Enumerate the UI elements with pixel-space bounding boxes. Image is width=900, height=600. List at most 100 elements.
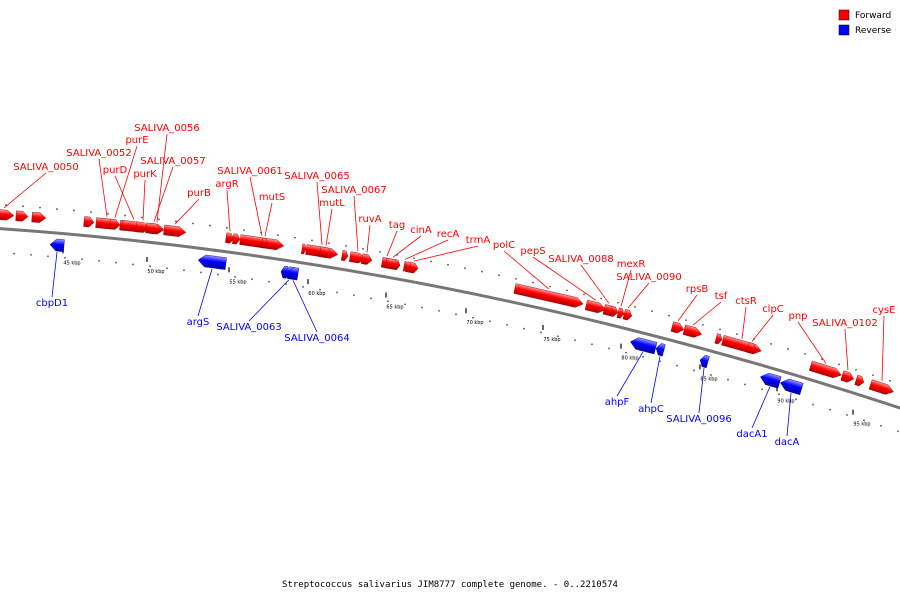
track-dot (5, 204, 7, 206)
gene-ahpf-reverse[interactable] (629, 336, 658, 355)
track-dot (22, 205, 24, 208)
gene-label-ahpf: ahpF (605, 397, 630, 408)
label-leader-lines (3, 133, 885, 437)
gene-saliva-0090-forward[interactable] (622, 309, 633, 321)
gene-ahpc-reverse[interactable] (655, 342, 666, 357)
gene-daca-reverse[interactable] (779, 377, 804, 395)
gene-muts-forward[interactable] (261, 237, 269, 249)
gene-pnp-forward[interactable] (808, 360, 843, 380)
gene-saliva-0050-forward[interactable] (0, 209, 15, 221)
gene-label-peps: pepS (520, 246, 545, 257)
legend-label-forward: Forward (855, 11, 891, 21)
gene-label-cbpd1: cbpD1 (36, 298, 68, 309)
scale-tick-label: 95 kbp (853, 422, 870, 428)
scale-tick-label: 55 kbp (229, 279, 246, 285)
gene-cyse-forward[interactable] (868, 379, 895, 397)
track-dot (277, 234, 279, 236)
gene-rpsb-forward[interactable] (670, 321, 685, 335)
gene-unlabelled-forward[interactable] (714, 333, 723, 345)
gene-mexr-forward[interactable] (616, 307, 625, 319)
leader-line (114, 175, 135, 220)
gene-label-daca1: dacA1 (736, 429, 767, 440)
leader-line (786, 392, 792, 437)
leader-line (226, 189, 231, 232)
gene-label-saliva-0061: SALIVA_0061 (217, 166, 282, 177)
track-dot (617, 301, 619, 304)
track-dot (693, 369, 695, 372)
track-dot (81, 258, 83, 261)
track-dot (209, 224, 211, 227)
gene-saliva-0096-reverse[interactable] (699, 354, 710, 369)
gene-tsf-forward[interactable] (682, 324, 703, 339)
track-dot (183, 269, 185, 272)
gene-saliva-0061-forward[interactable] (239, 234, 285, 251)
gene-polc-forward[interactable] (513, 283, 584, 309)
track-dot (634, 306, 636, 308)
track-dot (727, 378, 729, 381)
gene-pure-forward[interactable] (109, 218, 121, 230)
track-dot (387, 300, 389, 303)
gene-unlabelled-forward[interactable] (854, 374, 866, 387)
track-dot (668, 314, 670, 317)
track-dot (39, 206, 41, 209)
gene-reca-forward[interactable] (402, 261, 407, 272)
leader-line (881, 315, 885, 382)
gene-daca1-reverse[interactable] (759, 371, 782, 389)
scale-tick-label: 50 kbp (147, 269, 164, 275)
track-dot (685, 319, 687, 322)
leader-line (353, 195, 359, 252)
track-dot (515, 277, 517, 280)
scale-ticks: 45 kbp 50 kbp 55 kbp 60 kbp 65 kbp 70 kbp 75 k… (62, 248, 871, 428)
gene-label-purb: purB (187, 188, 211, 199)
gene-unlabelled-forward[interactable] (83, 216, 95, 228)
leader-line (197, 268, 213, 317)
leader-line (503, 250, 550, 290)
track-dot (47, 255, 49, 258)
scale-tick-label: 45 kbp (63, 260, 80, 266)
track-dot (73, 209, 75, 212)
gene-label-saliva-0090: SALIVA_0090 (616, 272, 681, 283)
gene-argr-forward[interactable] (225, 232, 235, 244)
leader-line (248, 279, 290, 322)
leader-line (677, 294, 698, 322)
gene-peps-forward[interactable] (584, 299, 607, 314)
gene-trma-forward[interactable] (408, 262, 419, 274)
gene-label-saliva-0065: SALIVA_0065 (284, 171, 349, 182)
scale-tick-label: 75 kbp (543, 337, 560, 343)
gene-label-daca: dacA (775, 437, 800, 448)
gene-unlabelled-forward[interactable] (31, 211, 47, 223)
track-dot (64, 256, 66, 259)
track-dot (311, 239, 313, 242)
gene-unlabelled-forward[interactable] (340, 250, 349, 261)
gene-cina-forward[interactable] (384, 257, 401, 270)
gene-ruva-forward[interactable] (360, 253, 373, 266)
leader-line (51, 252, 58, 298)
leader-line (620, 269, 632, 307)
gene-clpc-forward[interactable] (746, 342, 757, 355)
gene-cbpd1-reverse[interactable] (49, 238, 65, 252)
gene-saliva-0102-forward[interactable] (840, 370, 855, 384)
gene-unlabelled-forward[interactable] (301, 243, 307, 255)
gene-label-pnp: pnp (788, 311, 807, 322)
gene-unlabelled-forward[interactable] (15, 210, 29, 222)
gene-args-reverse[interactable] (197, 254, 227, 270)
track-dot (625, 351, 627, 354)
gene-unlabelled-forward[interactable] (232, 233, 241, 245)
gene-label-tsf: tsf (715, 291, 728, 302)
track-dot (413, 257, 415, 260)
gene-label-saliva-0102: SALIVA_0102 (812, 318, 877, 329)
gene-saliva-0088-forward[interactable] (602, 304, 615, 316)
gene-mutl-forward[interactable] (319, 246, 333, 259)
gene-label-saliva-0050: SALIVA_0050 (13, 162, 78, 173)
track-dot (294, 236, 296, 239)
gene-purb-forward[interactable] (163, 224, 187, 238)
track-dot (795, 398, 797, 401)
gene-saliva-0057-forward[interactable] (145, 222, 163, 235)
track-dot (132, 263, 134, 266)
track-dot (90, 211, 92, 214)
track-dot (107, 212, 109, 215)
gene-saliva-0064-reverse[interactable] (287, 267, 300, 281)
gene-label-argr: argR (215, 179, 238, 190)
track-dot (345, 245, 347, 247)
track-dot (489, 320, 491, 323)
